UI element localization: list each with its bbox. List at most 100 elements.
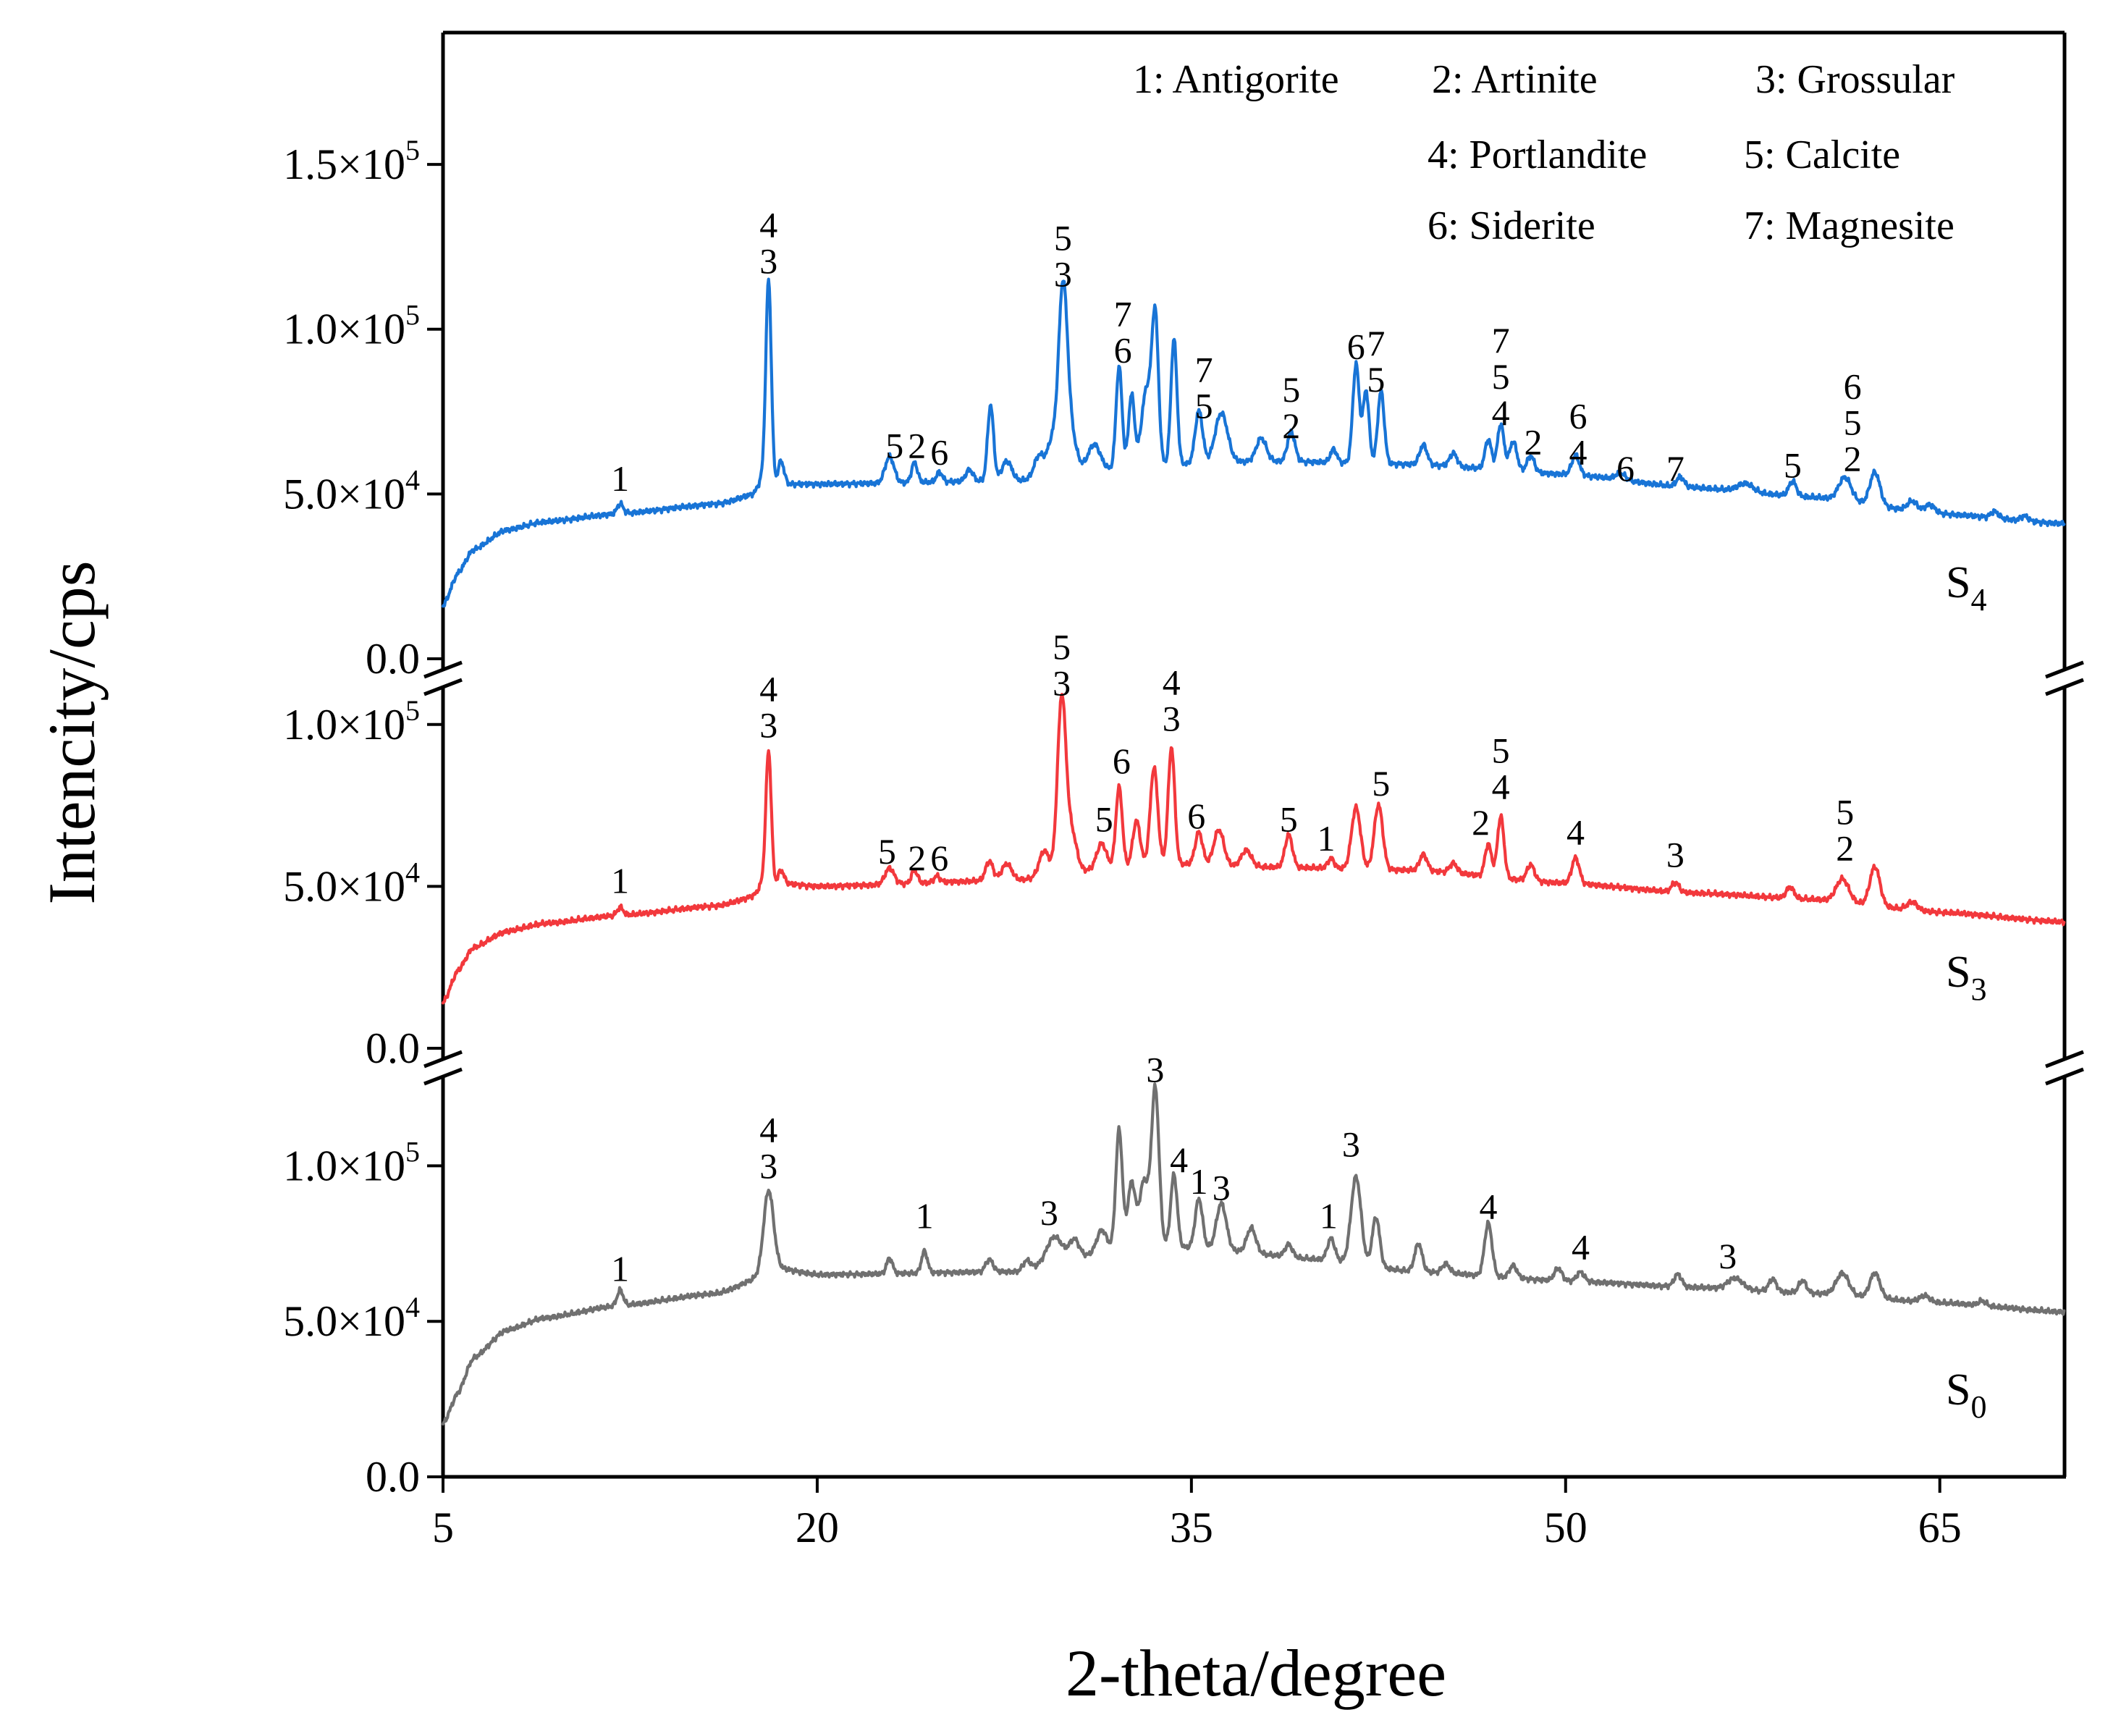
peak-label: 6 bbox=[1114, 329, 1132, 370]
axis-break-mark bbox=[423, 1050, 463, 1069]
axis-break-mark bbox=[423, 660, 463, 679]
peak-label: 5 bbox=[1784, 445, 1802, 486]
peak-label: 1 bbox=[1317, 818, 1335, 859]
peak-label: 5 bbox=[1053, 627, 1071, 667]
x-tick-label: 65 bbox=[1918, 1504, 1962, 1551]
peak-label: 1 bbox=[1190, 1161, 1208, 1202]
axis-break-mark bbox=[2045, 1050, 2084, 1069]
peak-label: 5 bbox=[1492, 730, 1510, 771]
y-tick-label: 0.0 bbox=[366, 635, 420, 683]
peak-label: 7 bbox=[1114, 293, 1132, 334]
y-tick-label: 5.0×104 bbox=[283, 856, 420, 910]
chart-legend: 1: Antigorite 2: Artinite 3: Grossular 4… bbox=[1133, 57, 1955, 248]
axis-break-mark bbox=[423, 1067, 463, 1086]
peak-label: 5 bbox=[885, 425, 903, 465]
peak-label: 4 bbox=[1163, 662, 1181, 703]
peak-label: 5 bbox=[1095, 799, 1113, 839]
peak-label: 6 bbox=[1187, 796, 1205, 836]
peak-label: 3 bbox=[1053, 663, 1071, 704]
sample-label-s0: S0 bbox=[1946, 1365, 1986, 1425]
peak-label: 7 bbox=[1666, 448, 1684, 489]
peak-label: 3 bbox=[1163, 699, 1181, 739]
axis-break-mark bbox=[2045, 678, 2084, 696]
peak-label: 6 bbox=[1347, 326, 1365, 367]
x-tick-label: 35 bbox=[1170, 1504, 1213, 1551]
peak-label: 2 bbox=[908, 838, 926, 878]
axis-break-mark bbox=[2045, 1067, 2084, 1086]
peak-label: 4 bbox=[759, 204, 777, 245]
legend-entry-calcite: 5: Calcite bbox=[1744, 132, 1900, 177]
series-line-s3 bbox=[441, 693, 2066, 1005]
peak-label: 5 bbox=[1054, 218, 1072, 258]
peak-label: 2 bbox=[908, 425, 926, 465]
legend-entry-magnesite: 7: Magnesite bbox=[1744, 203, 1955, 248]
y-tick-label: 1.0×105 bbox=[283, 299, 420, 353]
peak-label: 4 bbox=[759, 669, 777, 709]
legend-entry-portlandite: 4: Portlandite bbox=[1428, 132, 1647, 177]
peak-label: 5 bbox=[1282, 369, 1300, 410]
peak-label: 7 bbox=[1367, 323, 1385, 363]
peak-label: 6 bbox=[930, 431, 948, 472]
peak-label: 5 bbox=[1280, 799, 1298, 839]
peak-label: 5 bbox=[1367, 359, 1385, 400]
peak-label: 6 bbox=[1569, 395, 1587, 436]
series-line-s4 bbox=[441, 277, 2066, 608]
peak-label: 4 bbox=[1492, 767, 1510, 807]
peak-label: 2 bbox=[1836, 828, 1854, 869]
y-tick-label: 0.0 bbox=[366, 1453, 420, 1501]
peak-label: 1 bbox=[916, 1195, 934, 1236]
peak-label: 7 bbox=[1492, 320, 1510, 361]
peak-label: 1 bbox=[611, 860, 629, 901]
sample-label-s3: S3 bbox=[1946, 948, 1986, 1007]
x-axis-title: 2-theta/degree bbox=[1066, 1636, 1446, 1710]
peak-label: 4 bbox=[1492, 392, 1510, 433]
peak-label: 2 bbox=[1524, 422, 1542, 463]
peak-label: 3 bbox=[759, 240, 777, 281]
peak-label: 3 bbox=[1342, 1124, 1360, 1165]
peak-label: 1 bbox=[611, 458, 629, 499]
peak-label: 3 bbox=[1054, 254, 1072, 295]
y-axis-title: Intencity/cps bbox=[35, 560, 109, 904]
peak-label: 3 bbox=[759, 1146, 777, 1187]
peak-label: 3 bbox=[1666, 835, 1684, 875]
peak-label: 3 bbox=[1213, 1168, 1231, 1208]
x-tick-label: 20 bbox=[796, 1504, 839, 1551]
y-tick-label: 1.5×105 bbox=[283, 134, 420, 188]
peak-label: 3 bbox=[1040, 1192, 1058, 1233]
peak-label: 2 bbox=[1844, 439, 1862, 479]
y-tick-label: 1.0×105 bbox=[283, 694, 420, 749]
peak-label: 6 bbox=[1616, 448, 1635, 489]
peak-label: 4 bbox=[1479, 1186, 1497, 1226]
peak-label: 5 bbox=[1195, 386, 1213, 426]
peak-label: 5 bbox=[1836, 792, 1854, 833]
peak-label: 5 bbox=[1844, 403, 1862, 443]
peak-label: 1 bbox=[1320, 1195, 1338, 1236]
legend-entry-grossular: 3: Grossular bbox=[1755, 57, 1955, 102]
peak-label: 5 bbox=[1372, 763, 1390, 804]
peak-label: 4 bbox=[759, 1110, 777, 1150]
y-tick-label: 5.0×104 bbox=[283, 463, 420, 518]
legend-entry-artinite: 2: Artinite bbox=[1432, 57, 1598, 102]
y-tick-label: 1.0×105 bbox=[283, 1135, 420, 1189]
peak-label: 3 bbox=[1146, 1049, 1164, 1090]
series-line-s0 bbox=[441, 1082, 2066, 1426]
peak-label: 3 bbox=[1719, 1236, 1737, 1276]
peak-label: 3 bbox=[759, 705, 777, 746]
peak-label: 5 bbox=[878, 831, 896, 872]
y-tick-label: 0.0 bbox=[366, 1024, 420, 1072]
legend-entry-siderite: 6: Siderite bbox=[1428, 203, 1595, 248]
peak-label: 4 bbox=[1566, 812, 1585, 852]
peak-label: 6 bbox=[1844, 366, 1862, 407]
peak-label: 4 bbox=[1170, 1139, 1188, 1180]
peak-label: 6 bbox=[1113, 741, 1131, 781]
peak-label: 5 bbox=[1492, 356, 1510, 397]
peak-label: 7 bbox=[1195, 350, 1213, 390]
peak-label: 1 bbox=[611, 1248, 629, 1289]
legend-entry-antigorite: 1: Antigorite bbox=[1133, 57, 1339, 102]
peak-label: 6 bbox=[930, 838, 948, 878]
